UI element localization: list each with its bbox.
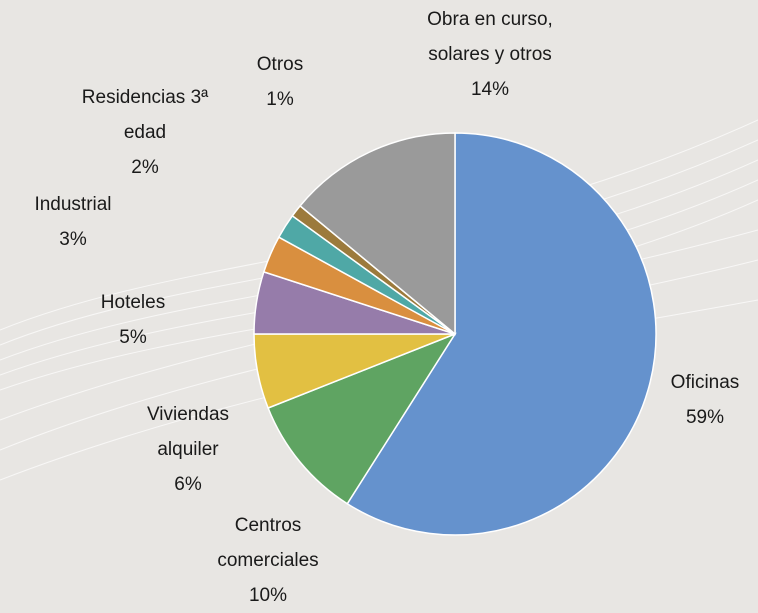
category-label: Hoteles <box>100 292 166 313</box>
pie-slice <box>346 132 657 536</box>
pie-slice <box>267 332 457 505</box>
slice-label: Oficinas 59% <box>645 365 758 435</box>
slice-label: Viviendas alquiler 6% <box>123 397 253 502</box>
value-label: 3% <box>59 229 87 250</box>
slice-label: Industrial 3% <box>8 187 138 257</box>
category-label: Oficinas <box>670 372 740 393</box>
slice-label: Centros comerciales 10% <box>193 508 343 613</box>
value-label: 10% <box>248 585 288 606</box>
slice-label: Residencias 3ª edad 2% <box>65 80 225 185</box>
category-label: Industrial <box>34 194 112 215</box>
slice-label: Hoteles 5% <box>73 285 193 355</box>
category-label: Viviendas alquiler <box>146 404 230 460</box>
pie-slice <box>299 132 456 336</box>
value-label: 2% <box>131 157 159 178</box>
value-label: 1% <box>266 89 294 110</box>
value-label: 5% <box>119 327 147 348</box>
category-label: Residencias 3ª edad <box>81 87 209 143</box>
value-label: 14% <box>470 79 510 100</box>
category-label: Centros comerciales <box>217 515 319 571</box>
pie <box>253 132 657 536</box>
value-label: 59% <box>685 407 725 428</box>
category-label: Otros <box>256 54 304 75</box>
category-label: Obra en curso, solares y otros <box>427 9 553 65</box>
slice-label: Obra en curso, solares y otros 14% <box>400 2 580 107</box>
value-label: 6% <box>174 474 202 495</box>
slice-label: Otros 1% <box>230 47 330 117</box>
